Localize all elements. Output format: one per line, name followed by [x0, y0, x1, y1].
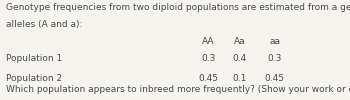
Text: 0.3: 0.3	[201, 54, 216, 63]
Text: 0.1: 0.1	[232, 74, 247, 83]
Text: 0.4: 0.4	[233, 54, 247, 63]
Text: alleles (A and a):: alleles (A and a):	[6, 20, 83, 29]
Text: Which population appears to inbreed more frequently? (Show your work or explain : Which population appears to inbreed more…	[6, 85, 350, 94]
Text: Population 2: Population 2	[6, 74, 62, 83]
Text: aa: aa	[269, 37, 280, 46]
Text: 0.3: 0.3	[267, 54, 282, 63]
Text: Genotype frequencies from two diploid populations are estimated from a genetic m: Genotype frequencies from two diploid po…	[6, 3, 350, 12]
Text: Population 1: Population 1	[6, 54, 63, 63]
Text: AA: AA	[202, 37, 215, 46]
Text: 0.45: 0.45	[198, 74, 218, 83]
Text: Aa: Aa	[234, 37, 246, 46]
Text: 0.45: 0.45	[265, 74, 285, 83]
